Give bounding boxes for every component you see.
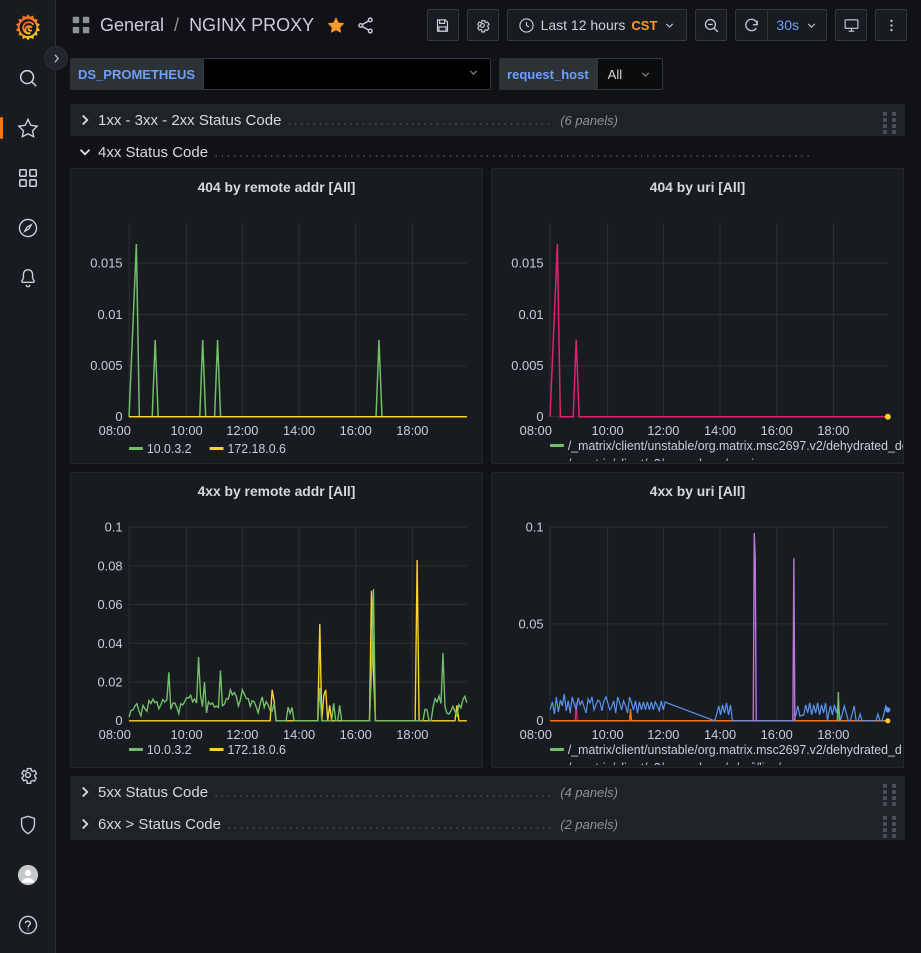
svg-text:10:00: 10:00	[170, 423, 202, 438]
svg-text:0.015: 0.015	[511, 255, 543, 270]
svg-text:0.005: 0.005	[511, 358, 543, 373]
svg-text:0: 0	[536, 713, 543, 728]
svg-text:4xx by remote addr [All]: 4xx by remote addr [All]	[198, 483, 356, 499]
svg-text:12:00: 12:00	[647, 727, 679, 742]
svg-text:0.005: 0.005	[90, 358, 122, 373]
svg-text:0.1: 0.1	[105, 519, 123, 534]
svg-text:10.0.3.2: 10.0.3.2	[147, 743, 192, 757]
svg-text:10:00: 10:00	[170, 727, 202, 742]
svg-text:14:00: 14:00	[704, 423, 736, 438]
svg-text:0.08: 0.08	[97, 558, 122, 573]
svg-text:08:00: 08:00	[520, 727, 552, 742]
svg-text:0.06: 0.06	[97, 597, 122, 612]
svg-text:12:00: 12:00	[647, 423, 679, 438]
svg-text:14:00: 14:00	[283, 423, 315, 438]
svg-text:/_matrix/client/unstable/org.m: /_matrix/client/unstable/org.matrix.msc2…	[568, 439, 903, 453]
svg-text:0.02: 0.02	[97, 674, 122, 689]
svg-text:0.04: 0.04	[97, 636, 122, 651]
svg-text:0.05: 0.05	[518, 616, 543, 631]
svg-text:0: 0	[536, 409, 543, 424]
svg-text:/_matrix/client/v3/room_keys/v: /_matrix/client/v3/room_keys/version	[568, 457, 768, 461]
svg-text:18:00: 18:00	[396, 727, 428, 742]
svg-text:12:00: 12:00	[226, 727, 258, 742]
svg-text:12:00: 12:00	[226, 423, 258, 438]
svg-text:08:00: 08:00	[99, 727, 131, 742]
svg-text:08:00: 08:00	[520, 423, 552, 438]
svg-text:404 by uri [All]: 404 by uri [All]	[650, 179, 745, 195]
svg-text:0.1: 0.1	[526, 519, 544, 534]
svg-text:10.0.3.2: 10.0.3.2	[147, 442, 192, 456]
svg-text:0.01: 0.01	[518, 307, 543, 322]
svg-text:10:00: 10:00	[591, 727, 623, 742]
svg-text:18:00: 18:00	[817, 727, 849, 742]
svg-text:0.01: 0.01	[97, 307, 122, 322]
svg-text:404 by remote addr [All]: 404 by remote addr [All]	[198, 179, 356, 195]
svg-text:16:00: 16:00	[340, 727, 372, 742]
svg-text:/_matrix/client/unstable/org.m: /_matrix/client/unstable/org.matrix.msc2…	[568, 743, 902, 757]
svg-text:/api/live/ws: /api/live/ws	[736, 761, 796, 765]
svg-text:0.015: 0.015	[90, 255, 122, 270]
svg-text:0: 0	[115, 409, 122, 424]
svg-text:16:00: 16:00	[761, 727, 793, 742]
svg-text:14:00: 14:00	[283, 727, 315, 742]
svg-text:172.18.0.6: 172.18.0.6	[227, 743, 286, 757]
svg-text:172.18.0.6: 172.18.0.6	[227, 442, 286, 456]
svg-text:16:00: 16:00	[761, 423, 793, 438]
svg-text:16:00: 16:00	[340, 423, 372, 438]
svg-text:4xx by uri [All]: 4xx by uri [All]	[650, 483, 745, 499]
svg-text:08:00: 08:00	[99, 423, 131, 438]
svg-text:18:00: 18:00	[817, 423, 849, 438]
svg-text:0: 0	[115, 713, 122, 728]
svg-text:10:00: 10:00	[591, 423, 623, 438]
svg-text:14:00: 14:00	[704, 727, 736, 742]
svg-text:18:00: 18:00	[396, 423, 428, 438]
